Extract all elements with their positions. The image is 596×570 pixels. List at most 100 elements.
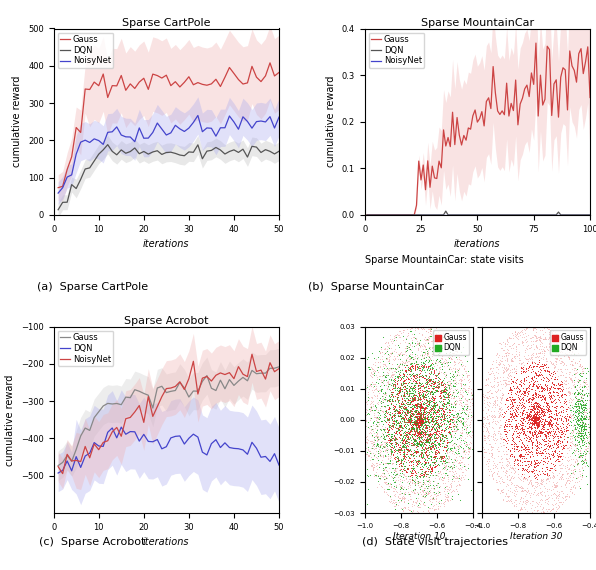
Point [456, 431, 465, 440]
Point [410, 440, 420, 449]
Point [583, 433, 593, 442]
Point [412, 439, 422, 448]
Point [373, 363, 383, 372]
Point [370, 435, 379, 445]
Point [497, 356, 507, 365]
Point [443, 492, 453, 502]
Point [399, 442, 409, 451]
Point [418, 407, 427, 416]
Point [375, 349, 384, 358]
Point [424, 434, 433, 443]
Point [465, 445, 475, 454]
Point [517, 390, 526, 399]
Point [439, 451, 449, 461]
Point [409, 463, 419, 473]
Point [527, 444, 537, 453]
Point [380, 463, 389, 472]
Point [409, 419, 418, 428]
Point [433, 404, 442, 413]
Point [529, 420, 538, 429]
Point [384, 385, 393, 394]
Point [546, 412, 555, 421]
Point [488, 382, 497, 392]
Point [502, 496, 512, 506]
Point [520, 403, 529, 412]
Point [544, 333, 554, 343]
Point [454, 388, 463, 397]
Point [581, 420, 590, 429]
Point [413, 386, 423, 396]
Point [405, 471, 415, 481]
Point [517, 410, 526, 420]
Point [532, 505, 542, 514]
Point [401, 440, 410, 449]
Point [524, 413, 533, 422]
Point [576, 411, 586, 420]
Point [412, 501, 422, 510]
Point [378, 406, 387, 415]
Point [363, 352, 372, 361]
Point [391, 470, 401, 479]
Point [502, 450, 512, 459]
Point [511, 406, 520, 415]
Point [574, 424, 583, 433]
Point [562, 345, 572, 355]
Point [517, 390, 526, 399]
Point [433, 497, 443, 506]
Point [408, 432, 417, 441]
Point [418, 390, 427, 399]
Point [428, 398, 437, 407]
Point [439, 473, 448, 482]
Point [521, 395, 530, 404]
Point [511, 420, 521, 429]
Point [569, 382, 579, 392]
Point [399, 441, 408, 450]
Point [559, 441, 569, 450]
Point [445, 416, 454, 425]
Point [420, 479, 429, 488]
Point [436, 502, 445, 511]
Point [546, 357, 555, 367]
Point [393, 397, 403, 406]
Point [449, 417, 459, 426]
Point [545, 441, 554, 450]
Point [437, 419, 446, 428]
Point [523, 390, 533, 399]
Point [380, 450, 390, 459]
Point [450, 373, 460, 382]
Point [436, 409, 446, 418]
Point [409, 435, 419, 445]
Point [402, 404, 411, 413]
Point [429, 416, 439, 425]
Point [464, 429, 473, 438]
Point [507, 496, 516, 506]
Point [458, 446, 468, 455]
Point [378, 459, 388, 468]
Point [425, 488, 434, 497]
Point [530, 428, 539, 437]
Point [392, 453, 402, 462]
DQN [181, 152, 188, 159]
Point [532, 449, 542, 458]
Point [420, 438, 430, 447]
Point [433, 423, 443, 432]
Point [423, 335, 432, 344]
Point [513, 402, 523, 412]
Point [448, 473, 458, 482]
Point [419, 484, 429, 493]
Point [560, 496, 570, 505]
Point [368, 397, 377, 406]
Point [573, 395, 583, 404]
Point [434, 454, 443, 463]
Point [412, 410, 422, 419]
Point [448, 343, 458, 352]
Point [557, 356, 566, 365]
Point [468, 398, 477, 407]
DQN [104, 429, 111, 435]
Point [409, 476, 418, 485]
Point [581, 377, 590, 386]
Point [578, 409, 588, 418]
Point [415, 414, 424, 424]
Point [482, 425, 492, 434]
Point [546, 416, 555, 425]
